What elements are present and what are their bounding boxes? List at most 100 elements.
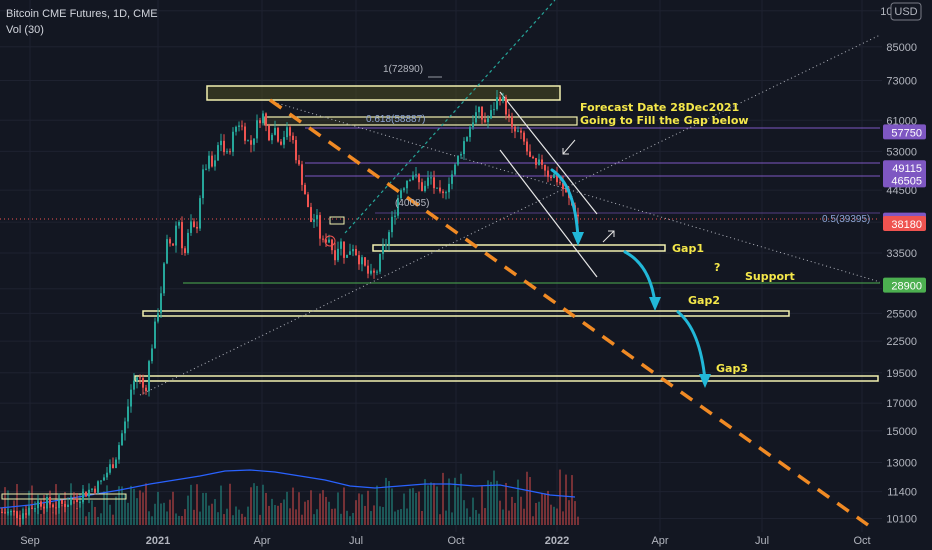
volume-ma-line — [0, 469, 576, 509]
volume-bar — [268, 505, 270, 525]
volume-bar — [568, 500, 570, 525]
candle-body — [481, 106, 483, 120]
volume-bar — [460, 473, 462, 525]
volume-bar — [166, 511, 168, 525]
volume-bar — [193, 509, 195, 525]
price-tag-label: 38180 — [891, 219, 922, 231]
candle-body — [406, 180, 408, 189]
candle-body — [385, 244, 387, 246]
volume-bar — [436, 486, 438, 525]
price-tag-label: 46505 — [891, 175, 922, 187]
candle-body — [88, 489, 90, 497]
volume-bar — [34, 508, 36, 525]
volume-bar — [466, 508, 468, 525]
volume-bar — [334, 508, 336, 525]
candle-body — [397, 198, 399, 216]
currency-badge[interactable] — [890, 2, 922, 21]
price-tick-label: 73000 — [886, 75, 917, 87]
candle-body — [268, 125, 270, 141]
candle-body — [340, 241, 342, 249]
candle-body — [148, 361, 150, 392]
hint-arrow-down-head — [562, 148, 569, 155]
volume-bar — [121, 486, 123, 525]
candle-body — [232, 131, 234, 152]
candle-body — [145, 387, 147, 392]
volume-bar — [511, 496, 513, 525]
candle-body — [328, 239, 330, 243]
volume-bar — [262, 484, 264, 525]
candle-body — [493, 109, 495, 111]
candle-body — [499, 97, 501, 101]
cyan-dashed-trendline — [344, 0, 556, 234]
volume-bar — [217, 512, 219, 525]
time-tick-label: Oct — [853, 535, 870, 547]
candle-body — [61, 499, 63, 504]
candle-body — [520, 130, 522, 133]
volume-bar — [115, 496, 117, 525]
candle-body — [217, 145, 219, 161]
volume-bar — [292, 487, 294, 525]
volume-bar — [505, 482, 507, 525]
volume-bar — [415, 492, 417, 525]
fib-0618-label: 0.618(58887) — [366, 114, 426, 125]
candle-body — [166, 239, 168, 264]
volume-bar — [190, 484, 192, 525]
volume-bar — [235, 506, 237, 525]
price-tag — [883, 277, 926, 293]
candle-body — [475, 112, 477, 123]
volume-bar — [241, 513, 243, 525]
candle-body — [310, 207, 312, 222]
volume-bar — [520, 496, 522, 525]
candle-body — [178, 221, 180, 226]
candle-body — [46, 497, 48, 509]
candle-body — [4, 512, 6, 514]
candle-body — [208, 155, 210, 169]
volume-bar — [271, 498, 273, 525]
candle-body — [325, 239, 327, 243]
volume-bar — [304, 501, 306, 525]
volume-bar — [259, 514, 261, 525]
volume-bar — [553, 506, 555, 525]
time-axis[interactable]: Sep 2021 Apr Jul Oct 2022 Apr Jul Oct — [20, 535, 870, 547]
candle-body — [274, 127, 276, 135]
candle-body — [547, 170, 549, 177]
projection-arrows — [550, 168, 707, 382]
candle-body — [25, 513, 27, 515]
volume-bar — [277, 505, 279, 525]
candle-body — [109, 464, 111, 473]
time-tick-label: Jul — [755, 535, 769, 547]
volume-bar — [256, 485, 258, 525]
candle-body — [130, 389, 132, 407]
candle-body — [526, 141, 528, 152]
candle-body — [16, 511, 18, 519]
volume-bar — [283, 499, 285, 525]
price-tick-label: 10100 — [886, 513, 917, 525]
candle-body — [163, 263, 165, 294]
volume-bar — [562, 511, 564, 525]
volume-bar — [127, 502, 129, 525]
candle-body — [73, 498, 75, 500]
volume-bar — [514, 502, 516, 525]
candle-body — [226, 151, 228, 153]
volume-bar — [79, 493, 81, 525]
candle-body — [409, 179, 411, 181]
candle-body — [127, 406, 129, 422]
volume-bar — [448, 478, 450, 525]
candle-body — [31, 507, 33, 509]
candle-body — [100, 480, 102, 482]
volume-bar — [457, 487, 459, 525]
volume-bar — [85, 516, 87, 525]
volume-bar — [109, 504, 111, 525]
volume-bar — [367, 490, 369, 525]
volume-bar — [349, 516, 351, 525]
volume-bar — [574, 501, 576, 525]
volume-bar — [370, 511, 372, 525]
candle-body — [469, 127, 471, 138]
gap3-box — [134, 375, 879, 382]
candle-body — [7, 511, 9, 514]
price-tick-label: 25500 — [886, 308, 917, 320]
channel-upper-line — [499, 91, 598, 215]
candle-body — [67, 504, 69, 507]
hint-arrow-up — [602, 230, 615, 243]
